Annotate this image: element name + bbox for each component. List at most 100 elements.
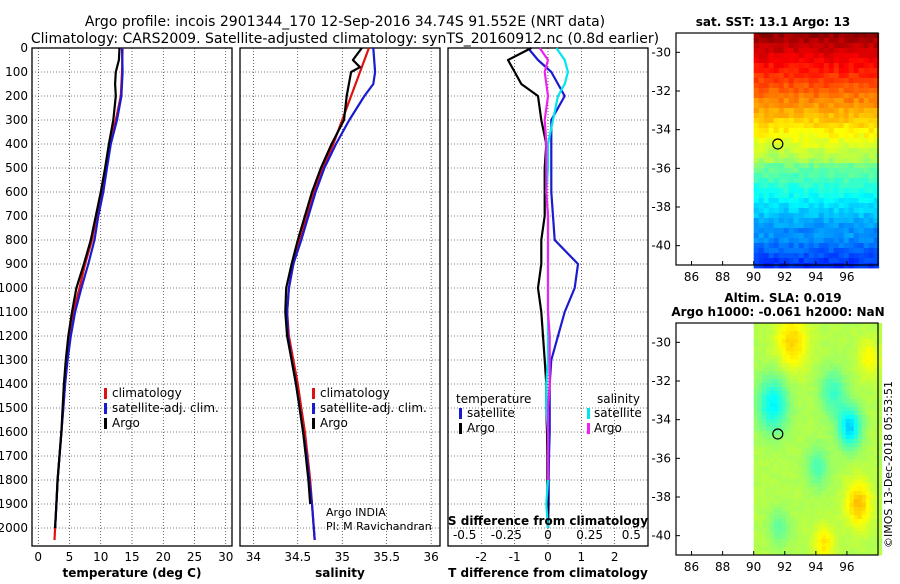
map-cell: [788, 218, 795, 224]
map-cell: [793, 48, 800, 54]
map-cell: [785, 543, 791, 548]
map-cell: [833, 178, 840, 184]
map-cell: [773, 531, 779, 536]
map-cell: [849, 451, 855, 456]
map-cell: [769, 527, 775, 532]
map-cell: [788, 48, 795, 54]
map-cell: [773, 515, 779, 520]
map-cell: [809, 419, 815, 424]
map-cell: [841, 411, 847, 416]
map-cell: [778, 143, 785, 149]
map-cell: [877, 391, 883, 396]
map-cell: [793, 128, 800, 134]
map-cell: [788, 238, 795, 244]
map-cell: [829, 459, 835, 464]
map-cell: [773, 188, 780, 194]
map-cell: [849, 367, 855, 372]
map-cell: [758, 163, 765, 169]
map-cell: [783, 73, 790, 79]
map-cell: [865, 475, 871, 480]
map-cell: [838, 113, 845, 119]
map-cell: [805, 363, 811, 368]
map-cell: [753, 168, 760, 174]
map-cell: [877, 503, 883, 508]
map-cell: [777, 527, 783, 532]
map-cell: [753, 178, 760, 184]
map-cell: [781, 451, 787, 456]
map-cell: [778, 113, 785, 119]
map-cell: [863, 213, 870, 219]
map-cell: [778, 88, 785, 94]
map-cell: [877, 523, 883, 528]
map-cell: [753, 78, 760, 84]
map-cell: [785, 483, 791, 488]
map-cell: [817, 495, 823, 500]
map-cell: [845, 423, 851, 428]
map-cell: [868, 38, 875, 44]
map-cell: [783, 163, 790, 169]
map-cell: [798, 58, 805, 64]
map-cell: [801, 503, 807, 508]
map-cell: [833, 335, 839, 340]
map-cell: [785, 371, 791, 376]
map-cell: [853, 419, 859, 424]
map-cell: [845, 367, 851, 372]
map-cell: [789, 495, 795, 500]
map-cell: [833, 459, 839, 464]
map-cell: [773, 138, 780, 144]
map-cell: [848, 213, 855, 219]
map-cell: [841, 427, 847, 432]
map-cell: [808, 188, 815, 194]
map-cell: [781, 463, 787, 468]
map-cell: [761, 531, 767, 536]
map-cell: [817, 455, 823, 460]
map-cell: [841, 343, 847, 348]
map-cell: [841, 419, 847, 424]
map-cell: [853, 148, 860, 154]
map-cell: [808, 48, 815, 54]
map-cell: [813, 253, 820, 259]
legend-label: satellite: [467, 406, 515, 420]
map-cell: [761, 415, 767, 420]
map-cell: [793, 123, 800, 129]
map-cell: [773, 547, 779, 552]
map-cell: [817, 399, 823, 404]
map-cell: [803, 218, 810, 224]
map-cell: [758, 78, 765, 84]
map-cell: [758, 118, 765, 124]
map-cell: [829, 427, 835, 432]
map-cell: [858, 33, 865, 39]
map-cell: [813, 343, 819, 348]
map-cell: [853, 503, 859, 508]
map-cell: [773, 391, 779, 396]
map-cell: [765, 427, 771, 432]
legend-swatch: [104, 403, 107, 414]
map-cell: [861, 491, 867, 496]
map-cell: [868, 103, 875, 109]
map-cell: [777, 467, 783, 472]
map-cell: [773, 491, 779, 496]
map-cell: [783, 68, 790, 74]
map-cell: [868, 198, 875, 204]
map-cell: [868, 243, 875, 249]
map-cell: [825, 483, 831, 488]
map-cell: [805, 395, 811, 400]
map-cell: [798, 243, 805, 249]
map-cell: [818, 73, 825, 79]
y-tick-label: 900: [5, 257, 28, 271]
map-cell: [833, 108, 840, 114]
map-cell: [809, 523, 815, 528]
map-cell: [841, 447, 847, 452]
map-cell: [783, 198, 790, 204]
map-cell: [778, 248, 785, 254]
map-cell: [797, 523, 803, 528]
map-cell: [845, 443, 851, 448]
map-cell: [813, 515, 819, 520]
map-cell: [801, 515, 807, 520]
map-cell: [813, 188, 820, 194]
map-cell: [833, 339, 839, 344]
map-cell: [853, 178, 860, 184]
map-cell: [877, 495, 883, 500]
map-cell: [793, 483, 799, 488]
map-cell: [837, 491, 843, 496]
